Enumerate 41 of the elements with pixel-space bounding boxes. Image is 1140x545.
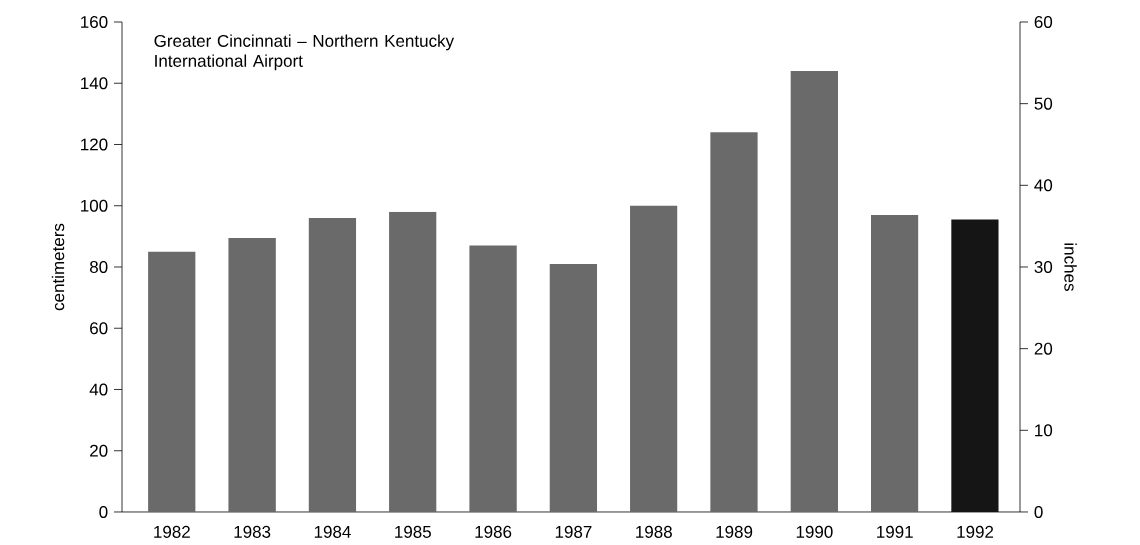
x-tick-label: 1984 <box>314 525 351 538</box>
y2-tick-label: 40 <box>1034 179 1053 192</box>
y2-tick-label: 10 <box>1035 424 1053 437</box>
y-tick-label: 60 <box>90 322 108 335</box>
y2-tick-label: 50 <box>1034 97 1053 110</box>
y-tick-label: 40 <box>89 383 108 396</box>
y-tick-label: 140 <box>81 77 108 90</box>
bar <box>871 214 919 512</box>
bar <box>630 205 678 512</box>
bar <box>469 245 517 512</box>
bar <box>308 217 357 512</box>
x-tick-label: 1991 <box>877 525 913 538</box>
y-tick-label: 80 <box>89 260 108 274</box>
x-tick-label: 1992 <box>957 525 994 538</box>
y-tick-label: 20 <box>90 444 108 457</box>
y-tick-label: 0 <box>99 505 108 519</box>
y-axis-title: centimeters <box>51 223 65 311</box>
bar <box>549 263 598 512</box>
bar <box>148 251 196 512</box>
bar <box>389 211 437 512</box>
bar <box>951 219 999 512</box>
x-tick-label: 1986 <box>475 525 512 538</box>
y2-tick-label: 20 <box>1034 342 1053 355</box>
y-tick-label: 160 <box>81 15 108 29</box>
y2-tick-label: 60 <box>1034 15 1053 29</box>
x-tick-label: 1985 <box>395 525 431 538</box>
x-tick-label: 1983 <box>234 525 271 538</box>
y-tick-label: 120 <box>81 138 108 151</box>
bar <box>710 132 758 512</box>
y2-tick-label: 30 <box>1034 260 1053 274</box>
y-tick-label: 100 <box>81 199 108 212</box>
bar <box>790 70 839 512</box>
x-tick-label: 1988 <box>636 525 672 538</box>
bar <box>228 237 276 512</box>
x-tick-label: 1990 <box>796 525 833 538</box>
y2-axis-title: inches <box>1064 243 1077 291</box>
y2-tick-label: 0 <box>1034 505 1043 519</box>
x-tick-label: 1987 <box>555 525 592 538</box>
x-tick-label: 1982 <box>154 525 190 538</box>
text: Greater Cincinnati – Northern Kentucky International Airport <box>154 34 455 71</box>
x-tick-label: 1989 <box>716 525 753 538</box>
